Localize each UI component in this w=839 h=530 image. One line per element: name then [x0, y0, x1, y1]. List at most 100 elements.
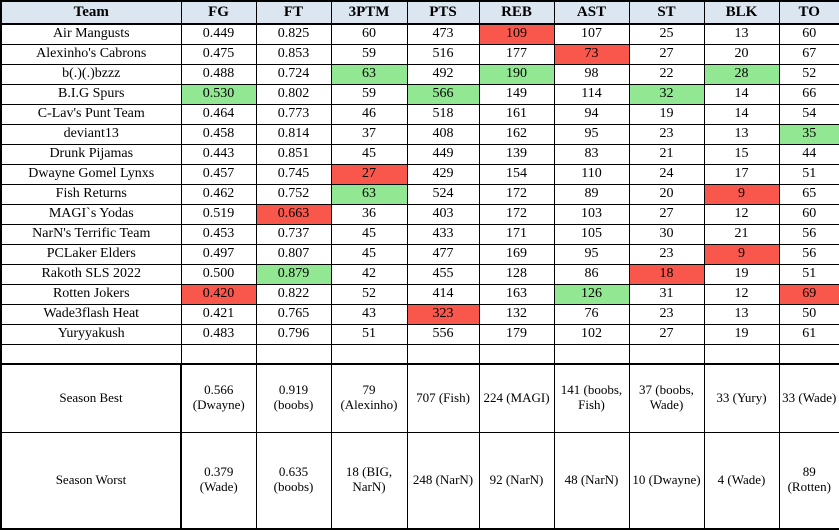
stat-cell: 19: [628, 103, 705, 125]
team-name-cell: Fish Returns: [0, 183, 182, 205]
stat-cell: 13: [703, 303, 780, 325]
empty-cell: [478, 343, 555, 365]
column-header-3ptm: 3PTM: [330, 0, 408, 25]
stat-cell: 44: [778, 143, 839, 165]
stat-cell: 0.462: [180, 183, 257, 205]
stat-cell: 60: [778, 203, 839, 225]
stat-cell: 103: [553, 203, 630, 225]
table-row: PCLaker Elders 0.497 0.807 45 477 169 95 23 9 56: [0, 243, 839, 265]
stat-cell: 162: [478, 123, 555, 145]
empty-cell: [553, 343, 630, 365]
stat-cell: 403: [406, 203, 480, 225]
stat-cell: 128: [478, 263, 555, 285]
summary-stat-cell: 92 (NarN): [478, 431, 555, 530]
stat-cell: 0.853: [255, 43, 332, 65]
stat-cell: 323: [406, 303, 480, 325]
team-name-cell: MAGI`s Yodas: [0, 203, 182, 225]
stat-cell: 139: [478, 143, 555, 165]
stat-cell: 492: [406, 63, 480, 85]
stat-cell: 0.420: [180, 283, 257, 305]
stat-cell: 0.500: [180, 263, 257, 285]
stat-cell: 42: [330, 263, 408, 285]
summary-rows: Season Best 0.566 (Dwayne) 0.919 (boobs) 79…: [0, 343, 839, 530]
stat-cell: 190: [478, 63, 555, 85]
stat-cell: 0.530: [180, 83, 257, 105]
stat-cell: 0.737: [255, 223, 332, 245]
stat-cell: 67: [778, 43, 839, 65]
table-row: Rotten Jokers 0.420 0.822 52 414 163 126 31 12 69: [0, 283, 839, 305]
table-row: Dwayne Gomel Lynxs 0.457 0.745 27 429 154 110 2…: [0, 163, 839, 185]
stat-cell: 0.807: [255, 243, 332, 265]
empty-cell: [255, 343, 332, 365]
team-name-cell: NarN's Terrific Team: [0, 223, 182, 245]
team-name-cell: B.I.G Spurs: [0, 83, 182, 105]
stat-cell: 0.822: [255, 283, 332, 305]
team-name-cell: b(.)(.)bzzz: [0, 63, 182, 85]
summary-stat-cell: 0.919 (boobs): [255, 363, 332, 433]
stat-cell: 22: [628, 63, 705, 85]
stat-cell: 59: [330, 43, 408, 65]
stat-cell: 83: [553, 143, 630, 165]
stat-cell: 0.814: [255, 123, 332, 145]
stat-cell: 50: [778, 303, 839, 325]
stat-cell: 13: [703, 123, 780, 145]
table-row: Fish Returns 0.462 0.752 63 524 172 89 20 9 65: [0, 183, 839, 205]
stat-cell: 169: [478, 243, 555, 265]
stat-cell: 132: [478, 303, 555, 325]
summary-stat-cell: 4 (Wade): [703, 431, 780, 530]
team-name-cell: Rakoth SLS 2022: [0, 263, 182, 285]
stat-cell: 86: [553, 263, 630, 285]
stat-cell: 9: [703, 183, 780, 205]
stat-cell: 0.453: [180, 223, 257, 245]
stat-cell: 126: [553, 283, 630, 305]
stat-cell: 89: [553, 183, 630, 205]
season-best-row: Season Best 0.566 (Dwayne) 0.919 (boobs) 79…: [0, 363, 839, 433]
stat-cell: 163: [478, 283, 555, 305]
stat-cell: 30: [628, 223, 705, 245]
column-header-reb: REB: [478, 0, 555, 25]
empty-cell: [628, 343, 705, 365]
summary-row-label: Season Worst: [0, 431, 182, 530]
stat-cell: 15: [703, 143, 780, 165]
column-header-ft: FT: [255, 0, 332, 25]
stat-cell: 14: [703, 83, 780, 105]
table-row: Air Mangusts 0.449 0.825 60 473 109 107 25 13 60: [0, 23, 839, 45]
stat-cell: 455: [406, 263, 480, 285]
stat-cell: 27: [628, 323, 705, 345]
column-header-fg: FG: [180, 0, 257, 25]
stat-cell: 27: [628, 43, 705, 65]
stat-cell: 0.464: [180, 103, 257, 125]
stat-cell: 105: [553, 223, 630, 245]
team-name-cell: Wade3flash Heat: [0, 303, 182, 325]
spacer-row: [0, 343, 839, 365]
column-header-pts: PTS: [406, 0, 480, 25]
stat-cell: 0.802: [255, 83, 332, 105]
stat-cell: 43: [330, 303, 408, 325]
summary-stat-cell: 224 (MAGI): [478, 363, 555, 433]
stat-cell: 45: [330, 143, 408, 165]
stat-cell: 114: [553, 83, 630, 105]
summary-stat-cell: 89 (Rotten): [778, 431, 839, 530]
team-name-cell: Alexinho's Cabrons: [0, 43, 182, 65]
stat-cell: 0.488: [180, 63, 257, 85]
stat-cell: 154: [478, 163, 555, 185]
summary-stat-cell: 10 (Dwayne): [628, 431, 705, 530]
stat-cell: 23: [628, 303, 705, 325]
stat-cell: 45: [330, 243, 408, 265]
column-header-to: TO: [778, 0, 839, 25]
team-name-cell: PCLaker Elders: [0, 243, 182, 265]
stat-cell: 524: [406, 183, 480, 205]
stat-cell: 408: [406, 123, 480, 145]
stat-cell: 107: [553, 23, 630, 45]
stat-cell: 69: [778, 283, 839, 305]
stat-cell: 0.752: [255, 183, 332, 205]
stat-cell: 172: [478, 203, 555, 225]
stat-cell: 45: [330, 223, 408, 245]
stats-table-header: Team FG FT 3PTM PTS REB AST ST BLK TO: [0, 0, 839, 25]
summary-stat-cell: 0.566 (Dwayne): [180, 363, 257, 433]
stat-cell: 9: [703, 243, 780, 265]
stat-cell: 37: [330, 123, 408, 145]
stat-cell: 52: [330, 283, 408, 305]
stat-cell: 32: [628, 83, 705, 105]
stat-cell: 60: [330, 23, 408, 45]
